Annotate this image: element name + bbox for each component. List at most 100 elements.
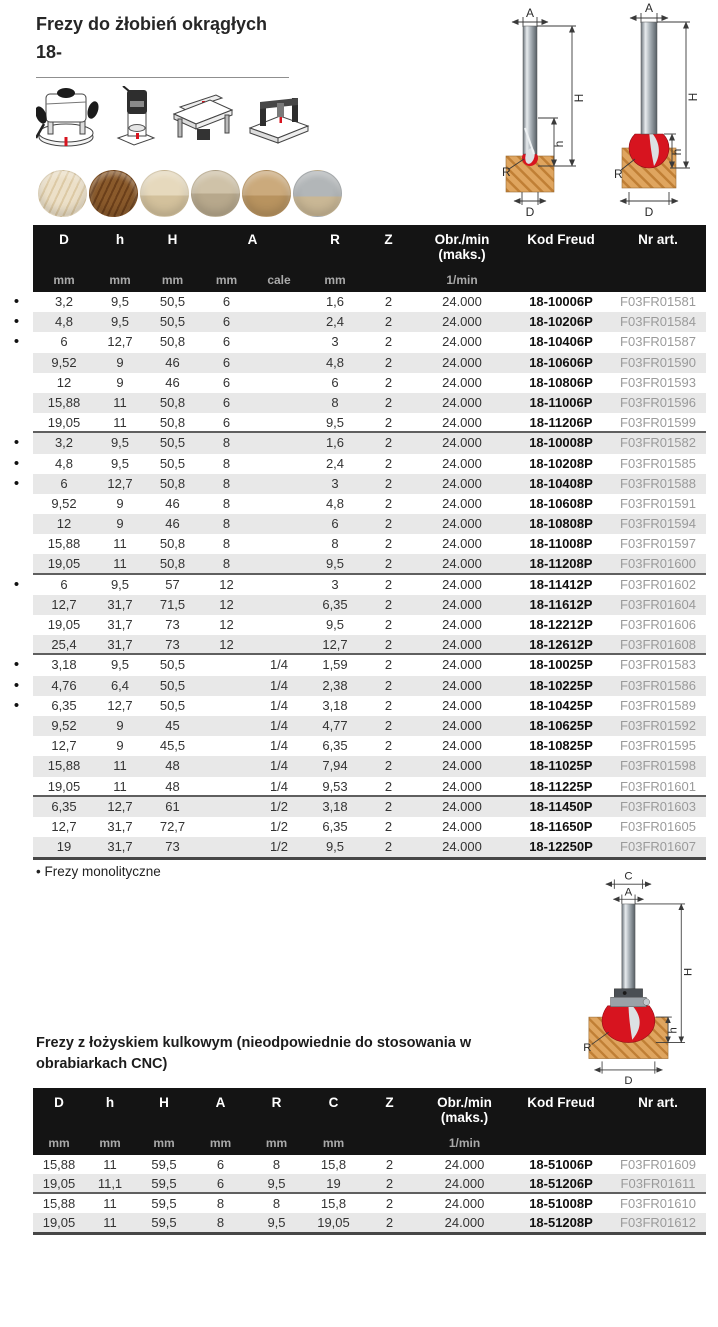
row-gutter	[0, 1155, 33, 1174]
table-cell: 12,7	[107, 798, 133, 814]
table-cell: F03FR01596	[620, 394, 696, 410]
dim-label-a: A	[625, 886, 633, 898]
table-cell: 11	[113, 394, 127, 410]
table-cell: F03FR01587	[620, 334, 696, 350]
table-cell: 8	[222, 516, 231, 532]
table-cell: 2	[384, 435, 393, 451]
column-unit	[512, 273, 610, 287]
table-cell: 6	[216, 1157, 225, 1172]
column-header: H	[167, 232, 178, 247]
table-cell: 8	[216, 1195, 225, 1211]
table-cell: F03FR01588	[620, 475, 696, 491]
dim-label-H: H	[572, 94, 586, 103]
row-gutter	[0, 373, 33, 393]
machine-icons-row	[36, 86, 310, 148]
table-cell: 2	[384, 455, 393, 471]
table-row: 19 31,7 73 1/2 9,5 2 24.000 18-12250P F03FR01607	[0, 837, 706, 858]
table-cell: 24.000	[442, 576, 482, 592]
table-cell: 24.000	[442, 354, 482, 370]
table-cell: 24.000	[442, 596, 482, 612]
table-cell: 18-10606P	[529, 354, 593, 370]
table-cell: 12	[56, 374, 72, 390]
table-cell: F03FR01609	[620, 1157, 696, 1172]
table-cell	[253, 595, 305, 615]
table-cell: 3	[331, 475, 339, 491]
table-cell: 50,5	[159, 435, 186, 451]
table-cell: F03FR01612	[620, 1214, 696, 1230]
table-cell: 1/4	[269, 738, 289, 754]
table-cell	[253, 635, 305, 655]
column-unit: mm	[48, 1136, 70, 1150]
table-cell: 1/4	[269, 677, 289, 693]
table-cell: 24.000	[444, 1176, 485, 1192]
table-cell: 6,35	[51, 798, 77, 814]
table-cell: 18-11025P	[529, 758, 593, 774]
table-cell: 18-10025P	[529, 657, 593, 673]
table-cell: 6,35	[322, 738, 348, 754]
table-cell: 2	[385, 1214, 394, 1230]
table-cell: 59,5	[151, 1195, 177, 1211]
column-unit: mm	[53, 273, 75, 287]
table-cell: 24.000	[442, 394, 482, 410]
table-cell: 18-11206P	[529, 415, 593, 431]
column-header: Z	[384, 232, 393, 247]
column-header: D	[54, 1095, 64, 1110]
table-cell: 9,5	[110, 576, 130, 592]
monolithic-bullet: •	[13, 313, 20, 331]
row-gutter	[0, 393, 33, 413]
table-cell: 12,7	[51, 818, 77, 834]
column-header: A	[215, 1095, 226, 1110]
table-cell: 8	[216, 1214, 225, 1230]
table-cell: 4,77	[322, 717, 348, 733]
table-cell: F03FR01597	[620, 536, 696, 552]
row-gutter	[0, 635, 33, 655]
table-cell: 2	[385, 1176, 394, 1192]
table-body: • 3,2 9,5 50,5 6 1,6 2 24.000 18-10006P F03FR0158…	[0, 292, 706, 858]
table-cell: 73	[165, 637, 180, 653]
table-cell: 15,88	[47, 394, 81, 410]
table-cell	[200, 676, 253, 696]
table-cell: 61	[165, 798, 180, 814]
table-cell: 50,5	[159, 314, 186, 330]
table-cell: 24.000	[442, 415, 482, 431]
table-row: 15,88 11 50,8 8 8 2 24.000 18-11008P F03FR01597	[0, 534, 706, 554]
table-cell: 24.000	[442, 738, 482, 754]
table-cell: 2	[384, 516, 393, 532]
dim-label-R: R	[614, 167, 623, 181]
table-cell: 2,4	[325, 314, 345, 330]
table-cell: 9,5	[110, 435, 130, 451]
table-row: 12 9 46 6 6 2 24.000 18-10806P F03FR01593	[0, 373, 706, 393]
monolithic-bullet: •	[13, 293, 20, 310]
dim-label-D: D	[526, 205, 535, 218]
table-cell: 4,8	[54, 314, 74, 330]
table-cell: 15,88	[42, 1195, 76, 1211]
table-row: 15,88 11 48 1/4 7,94 2 24.000 18-11025P F03FR015…	[0, 756, 706, 777]
table-cell: 2	[384, 334, 393, 350]
table-cell: 2	[384, 415, 393, 431]
column-header: Nr art.	[638, 1095, 678, 1110]
table-cell	[253, 474, 305, 494]
table-cell: 11	[113, 536, 127, 552]
table-cell: 11,1	[97, 1176, 123, 1192]
table-cell: 2	[384, 495, 393, 511]
table-cell: 9,5	[110, 294, 130, 309]
row-gutter	[0, 1194, 33, 1213]
table-cell: 24.000	[442, 657, 482, 673]
table-cell: 9	[116, 495, 124, 511]
dim-label-D: D	[624, 1075, 632, 1085]
table-cell: 4,76	[51, 677, 77, 693]
table-cell: F03FR01606	[620, 617, 696, 632]
table-cell: 48	[165, 758, 180, 774]
table-cell: 6,35	[322, 818, 348, 834]
dim-label-R: R	[502, 165, 511, 179]
table-cell: 48	[165, 778, 180, 794]
table-cell: 73	[165, 617, 180, 632]
table-cell: 6,35	[51, 697, 77, 713]
column-header: Kod Freud	[527, 1095, 595, 1110]
table-cell: 18-11612P	[529, 596, 593, 612]
table-cell: 45	[165, 717, 180, 733]
table-cell: 15,8	[320, 1157, 347, 1172]
bit-diagram-solid-carbide: A H h R D	[502, 6, 586, 218]
